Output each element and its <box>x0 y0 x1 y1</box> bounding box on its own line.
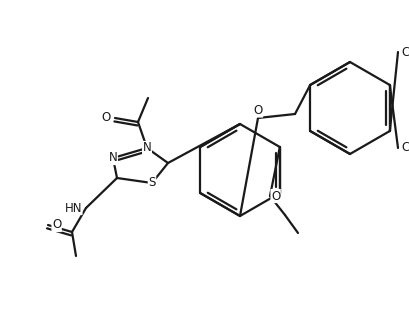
Text: O: O <box>101 112 111 125</box>
Text: O: O <box>270 189 280 202</box>
Text: S: S <box>148 176 155 189</box>
Text: O: O <box>52 219 61 232</box>
Text: N: N <box>142 141 151 154</box>
Text: Cl: Cl <box>400 46 409 59</box>
Text: O: O <box>253 104 262 117</box>
Text: HN: HN <box>64 202 82 215</box>
Text: N: N <box>108 152 117 165</box>
Text: Cl: Cl <box>400 141 409 154</box>
